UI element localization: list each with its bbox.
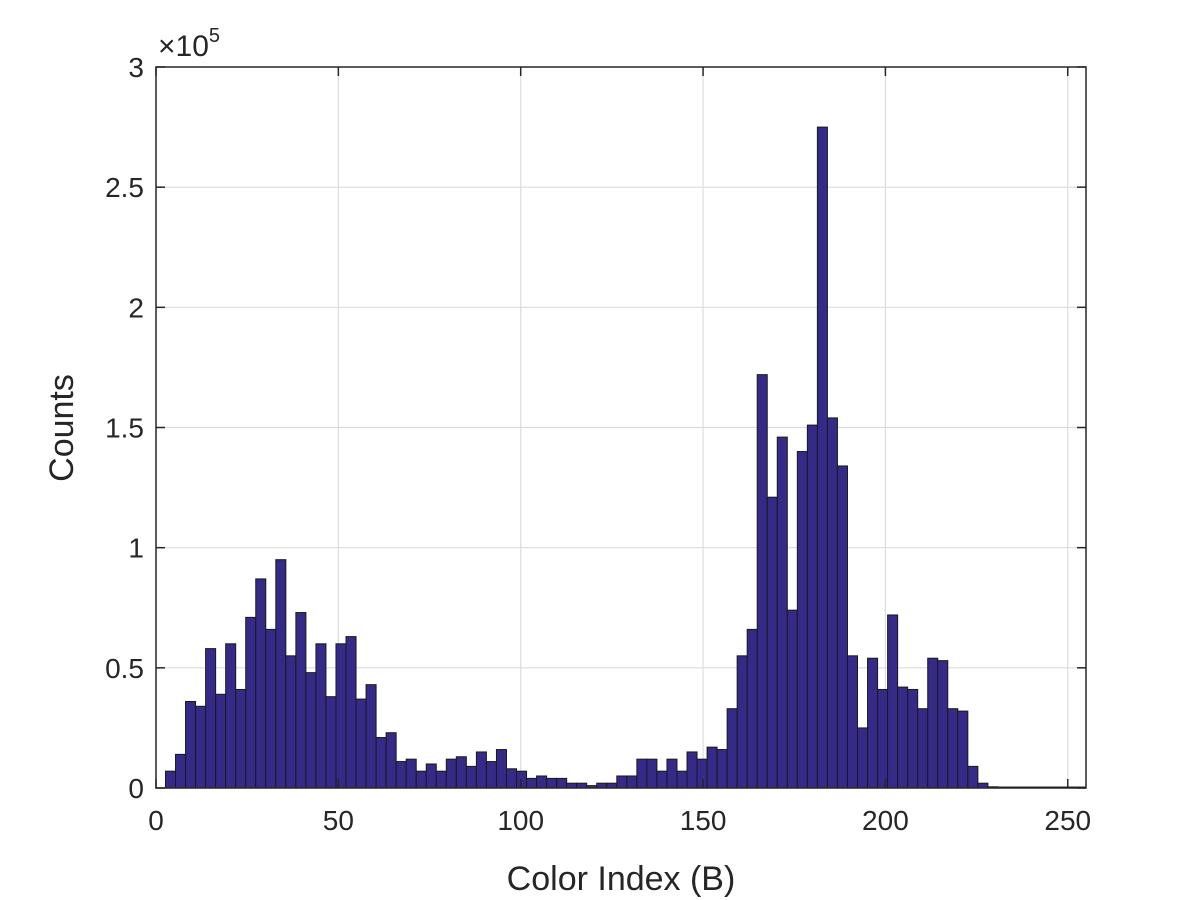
histogram-bar	[325, 696, 337, 789]
histogram-bar	[175, 753, 187, 789]
x-axis-label: Color Index (B)	[507, 860, 736, 898]
histogram-bar	[355, 698, 367, 789]
histogram-bar	[345, 636, 357, 789]
histogram-bar	[546, 777, 558, 789]
histogram-bar	[405, 758, 417, 789]
histogram-bar	[636, 758, 648, 789]
histogram-bar	[235, 688, 247, 789]
x-tick-labels: 0 50 100 150 200 250	[148, 805, 1091, 836]
histogram-bar	[305, 672, 317, 789]
histogram-bar	[245, 616, 257, 789]
x-tick-label: 50	[323, 805, 354, 836]
histogram-bar	[776, 436, 788, 789]
histogram-bar	[365, 684, 377, 789]
histogram-bar	[455, 756, 467, 789]
y-tick-label: 1	[128, 533, 144, 564]
histogram-bar	[897, 686, 909, 789]
histogram-bar	[746, 628, 758, 789]
histogram-bar	[395, 761, 407, 789]
histogram-bar	[716, 749, 728, 789]
histogram-bar	[766, 496, 778, 789]
y-tick-label: 1.5	[105, 413, 144, 444]
histogram-bar	[285, 655, 297, 789]
histogram-bar	[646, 758, 658, 789]
histogram-bar	[465, 765, 477, 789]
y-tick-label: 3	[128, 52, 144, 83]
histogram-bar	[425, 763, 437, 789]
ticks-group	[155, 66, 1086, 789]
histogram-bar	[616, 775, 628, 789]
histogram-bar	[485, 761, 497, 789]
histogram-bar	[666, 758, 678, 789]
y-tick-label: 2.5	[105, 172, 144, 203]
grid-lines	[156, 67, 1086, 788]
histogram-bar	[626, 775, 638, 789]
histogram-bar	[736, 655, 748, 789]
y-exponent-label: ×105	[158, 25, 220, 63]
histogram-bar	[806, 424, 818, 789]
histogram-bar	[335, 643, 347, 789]
histogram-bar	[415, 770, 427, 789]
histogram-bar	[907, 688, 919, 789]
histogram-bar	[826, 417, 838, 789]
histogram-bar	[957, 710, 969, 789]
y-axis-label: Counts	[43, 374, 81, 482]
y-tick-label: 0.5	[105, 653, 144, 684]
histogram-bar	[265, 628, 277, 789]
histogram-bar	[686, 751, 698, 789]
histogram-bar	[867, 657, 879, 789]
x-tick-label: 0	[148, 805, 164, 836]
histogram-bar	[315, 643, 327, 789]
histogram-bar	[927, 657, 939, 789]
histogram-bar	[255, 578, 267, 789]
histogram-bar	[796, 451, 808, 789]
histogram-bar	[435, 770, 447, 789]
histogram-bar	[526, 777, 538, 789]
histogram-bar	[887, 614, 899, 789]
histogram-bar	[696, 758, 708, 789]
histogram-bar	[937, 660, 949, 789]
y-tick-label: 0	[128, 773, 144, 804]
histogram-bar	[857, 727, 869, 789]
histogram-bar	[164, 770, 177, 789]
histogram-bar	[816, 126, 828, 789]
histogram-bar	[495, 749, 507, 789]
histogram-bar	[295, 612, 307, 789]
histogram-bar	[375, 737, 387, 789]
histogram-bar	[917, 708, 929, 789]
histogram-bar	[786, 609, 798, 789]
histogram-bar	[706, 746, 718, 789]
histogram-bar	[756, 374, 768, 789]
histogram-bar	[656, 770, 668, 789]
x-tick-label: 150	[680, 805, 727, 836]
histogram-bar	[275, 559, 287, 789]
histogram-bar	[676, 770, 688, 789]
histogram-bar	[195, 705, 207, 789]
histogram-bar	[385, 732, 397, 789]
histogram-bar	[215, 693, 227, 789]
y-tick-labels: 0 0.5 1 1.5 2 2.5 3	[105, 52, 144, 804]
x-tick-label: 100	[497, 805, 544, 836]
histogram-bar	[846, 655, 859, 789]
x-tick-label: 250	[1044, 805, 1091, 836]
histogram-bar	[505, 768, 518, 789]
histogram-bar	[556, 777, 568, 789]
histogram-bar	[516, 770, 528, 789]
histogram-bar	[225, 643, 237, 789]
histogram-bar	[967, 765, 979, 789]
histogram-bar	[836, 465, 848, 789]
x-tick-label: 200	[862, 805, 909, 836]
histogram-bar	[536, 775, 548, 789]
histogram-bar	[205, 648, 217, 789]
histogram-bar	[475, 751, 487, 789]
histogram-bar	[185, 700, 197, 789]
y-tick-label: 2	[128, 292, 144, 323]
histogram-bar	[947, 708, 959, 789]
histogram-bar	[445, 758, 457, 789]
histogram-bar	[726, 708, 738, 789]
histogram-bar	[877, 688, 889, 789]
